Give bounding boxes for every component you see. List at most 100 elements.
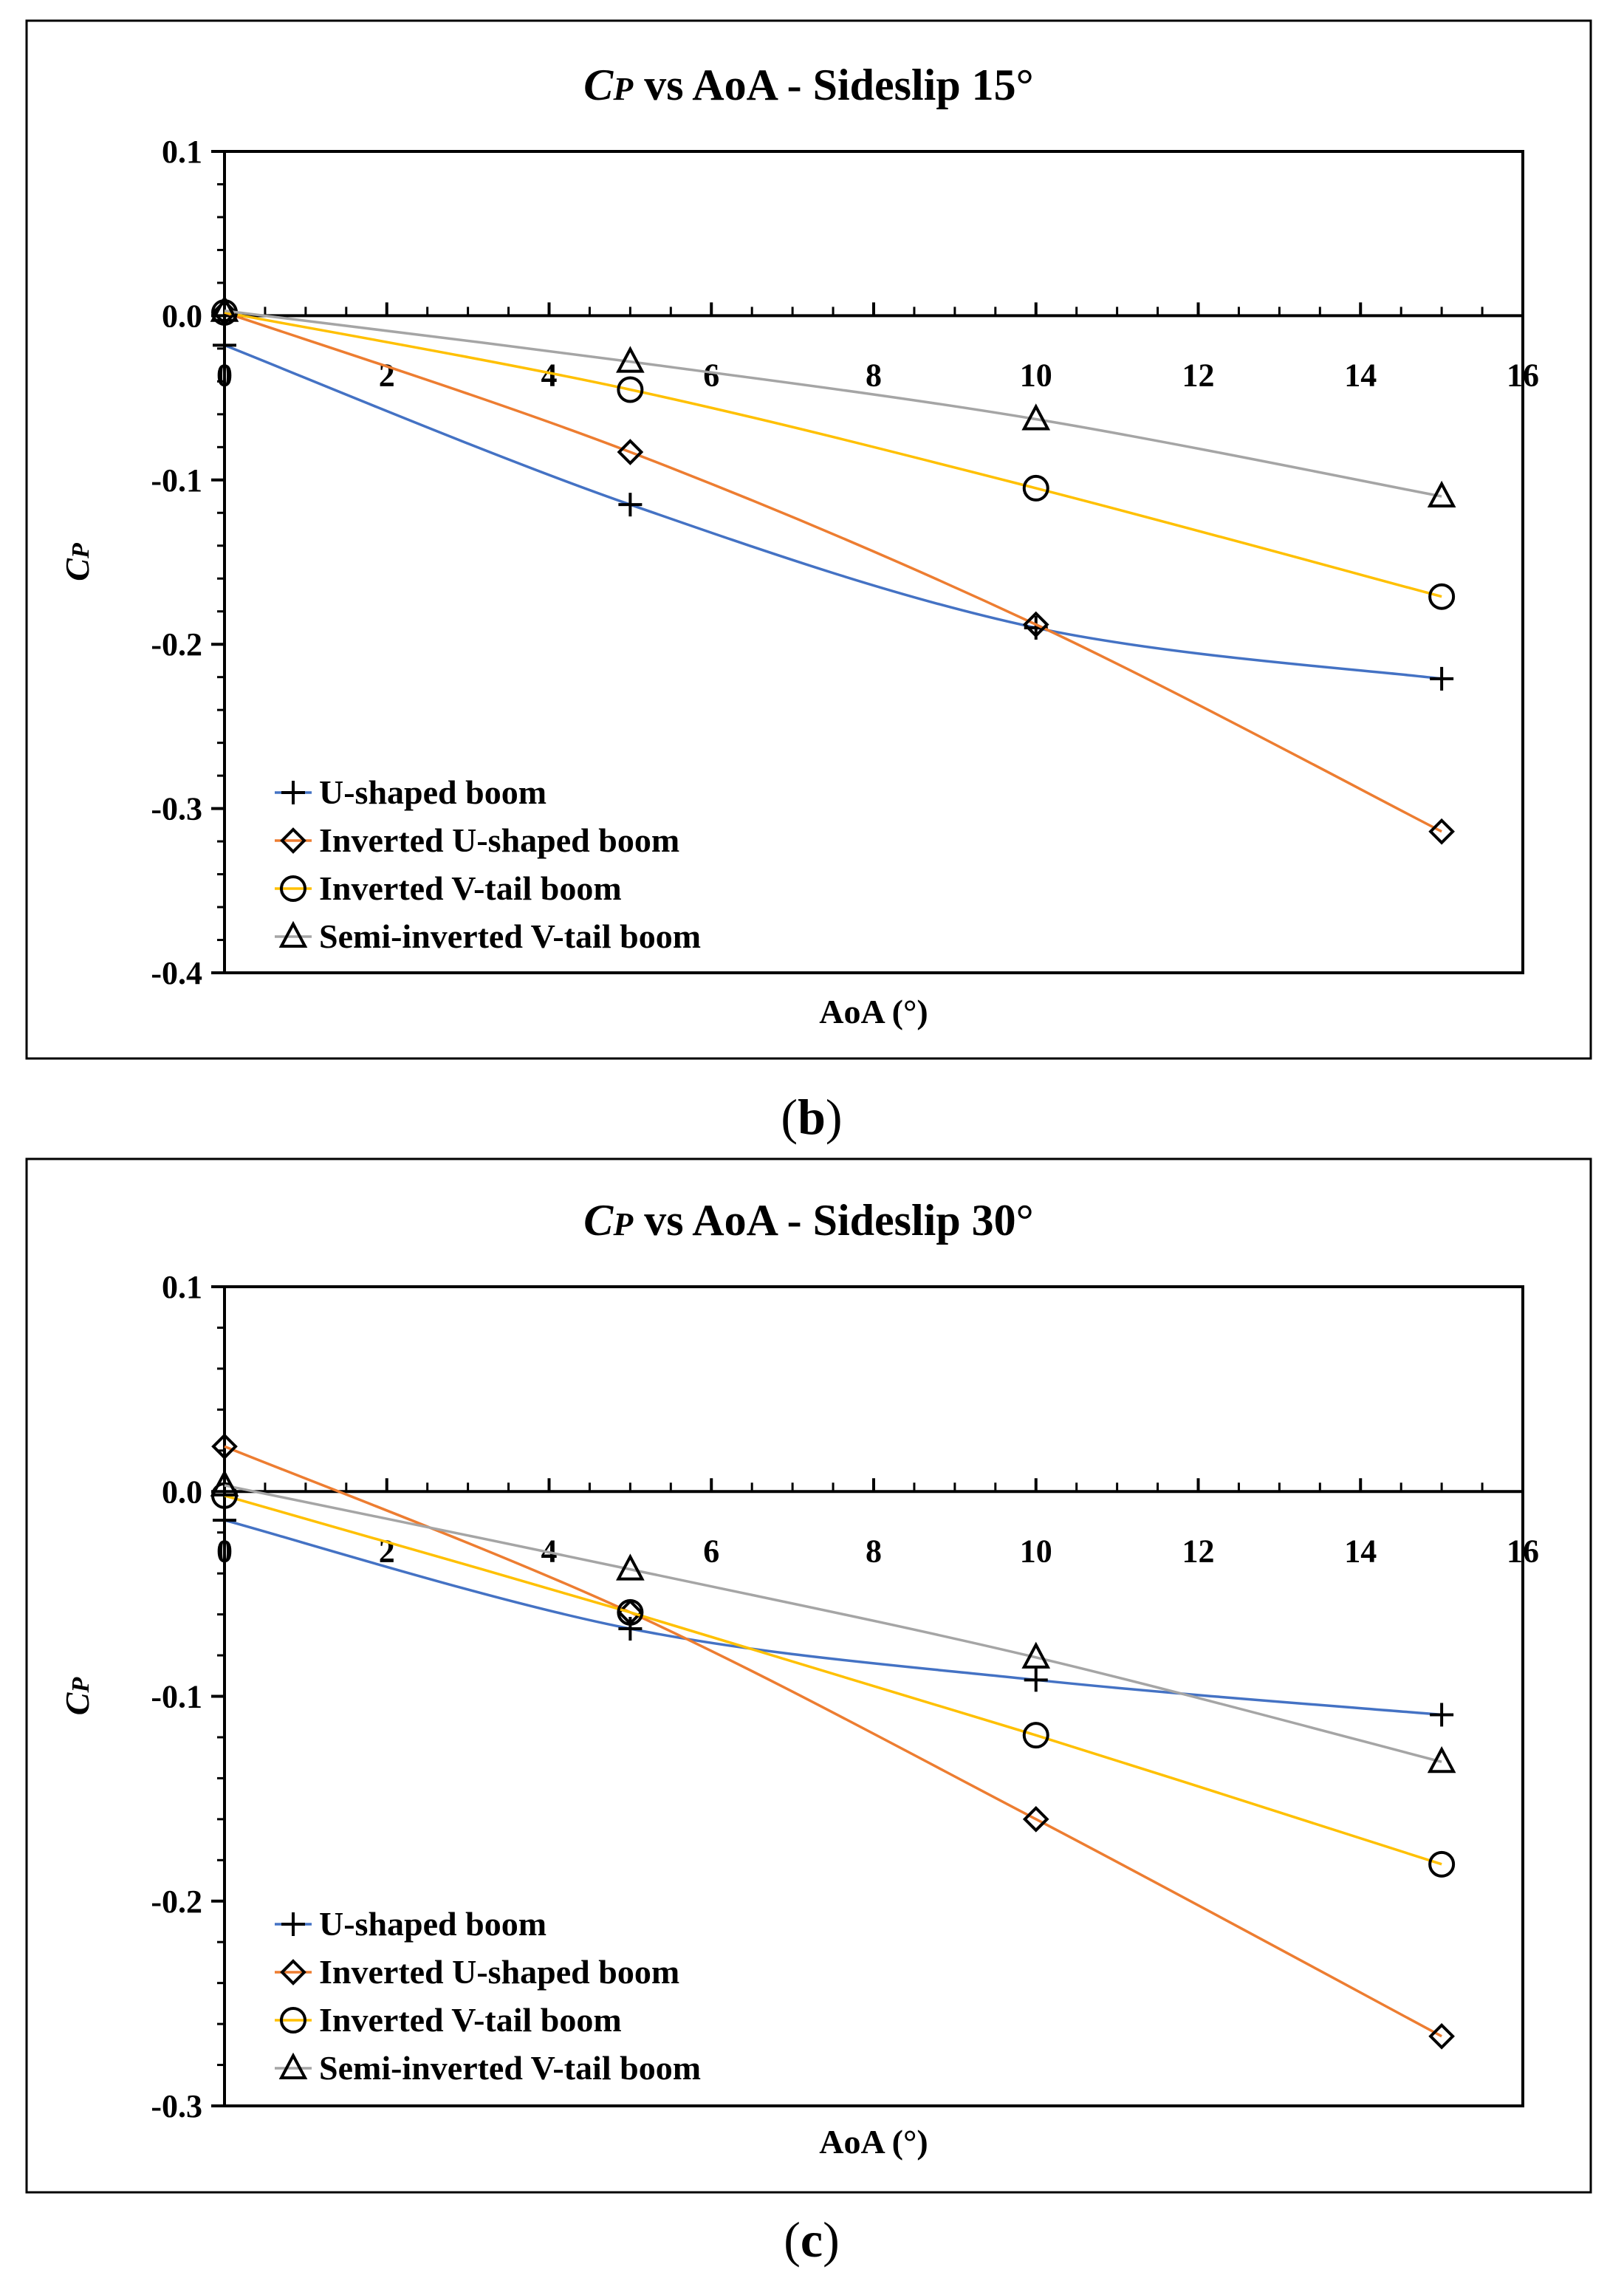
series-line [224,1494,1442,1866]
panel-caption: (b) [781,1089,842,1145]
data-point-plus [1024,1668,1048,1692]
series-line [224,1445,1442,2038]
x-tick-label: 12 [1182,1533,1215,1569]
caption-letter: b [798,1089,826,1145]
y-tick-label: 0.1 [162,134,202,170]
x-tick-label: 8 [866,357,882,393]
legend-label: Inverted V-tail boom [319,2001,622,2039]
caption-close: ) [823,2212,840,2268]
legend: U-shaped boom Inverted U-shaped boom Inver… [275,1905,701,2087]
y-tick-label: -0.2 [151,1884,202,1920]
series-2 [211,1482,1456,1878]
chart-title: CP vs AoA - Sideslip 30° [583,1196,1033,1245]
series-3 [210,295,1456,508]
y-tick-label: -0.3 [151,791,202,827]
data-point-plus [618,493,643,517]
data-point-triangle [1021,403,1051,431]
legend-marker-diamond [280,1959,306,1985]
legend-marker-plus [281,781,305,804]
data-point-circle [1428,583,1456,610]
y-tick-label: -0.3 [151,2088,202,2124]
caption-open: ( [784,2212,801,2268]
title-symbol: C [583,61,614,109]
series-0 [213,1508,1454,1727]
data-point-diamond [211,1433,238,1460]
x-tick-label: 16 [1507,357,1539,393]
y-axis-label: CP [58,1677,96,1716]
y-axis-label: CP [58,543,96,581]
legend-marker-circle [280,2007,306,2034]
legend-marker-plus [281,1912,305,1936]
data-point-triangle [1427,480,1456,508]
legend-label: U-shaped boom [319,1905,547,1943]
legend-label: Inverted U-shaped boom [319,1953,679,1991]
title-subscript: P [612,71,634,107]
series-line [224,1519,1442,1717]
data-point-circle [1022,1722,1049,1749]
legend-label: Semi-inverted V-tail boom [319,917,701,955]
y-label-symbol: C [58,1692,96,1715]
legend-marker-triangle [278,920,308,948]
data-point-plus [213,333,236,358]
y-tick-label: -0.1 [151,1679,202,1715]
x-tick-label: 14 [1344,357,1377,393]
series-line [224,343,1442,680]
data-point-triangle [1427,1745,1456,1774]
data-point-circle [617,376,644,403]
x-tick-label: 6 [703,1533,719,1569]
x-tick-label: 4 [541,1533,558,1569]
y-tick-label: -0.1 [151,462,202,499]
chart-panel-b: CP vs AoA - Sideslip 15°0.10.0-0.1-0.2-0… [25,19,1592,1060]
series-line [224,309,1442,498]
legend-label: Inverted U-shaped boom [319,821,679,859]
caption-open: ( [781,1089,798,1145]
y-tick-label: -0.4 [151,955,202,991]
y-label-subscript: P [67,543,95,559]
chart-frame [25,19,1592,1060]
data-point-diamond [1022,1806,1049,1833]
data-point-triangle [210,295,239,322]
chart-title: CP vs AoA - Sideslip 15° [583,61,1033,109]
x-axis-label: AoA (°) [819,2123,928,2161]
title-symbol: C [583,1196,614,1245]
x-tick-label: 0 [216,357,233,393]
data-point-triangle [210,1469,239,1497]
x-tick-label: 16 [1507,1533,1539,1569]
data-point-plus [1430,1703,1454,1727]
x-tick-label: 6 [703,357,719,393]
data-point-triangle [616,1553,645,1581]
x-tick-label: 2 [379,1533,395,1569]
caption-letter: c [801,2212,823,2268]
y-label-subscript: P [67,1677,95,1694]
data-point-circle [617,1598,644,1626]
panel-caption: (c) [784,2212,840,2268]
x-tick-label: 8 [866,1533,882,1569]
legend-label: Inverted V-tail boom [319,869,622,907]
series-line [224,311,1442,833]
data-point-triangle [1021,1641,1051,1669]
data-point-diamond [1428,2022,1455,2050]
legend: U-shaped boom Inverted U-shaped boom Inver… [275,773,701,955]
legend-marker-circle [280,875,306,902]
y-tick-label: 0.1 [162,1269,202,1305]
x-tick-label: 10 [1020,1533,1052,1569]
x-tick-label: 4 [541,357,558,393]
legend-marker-diamond [280,827,306,854]
title-text: vs AoA - Sideslip 30° [633,1196,1033,1245]
series-line [224,311,1442,598]
x-tick-label: 2 [379,357,395,393]
data-point-diamond [617,439,644,465]
legend-label: U-shaped boom [319,773,547,811]
x-tick-label: 12 [1182,357,1215,393]
y-tick-label: 0.0 [162,1474,202,1510]
data-point-plus [618,1617,643,1641]
x-tick-label: 10 [1020,357,1052,393]
legend-marker-triangle [278,2052,308,2079]
x-tick-label: 14 [1344,1533,1377,1569]
caption-close: ) [826,1089,843,1145]
y-label-symbol: C [58,558,96,581]
data-point-circle [1022,474,1049,502]
chart-frame [25,1157,1592,2194]
series-line [224,1484,1442,1763]
